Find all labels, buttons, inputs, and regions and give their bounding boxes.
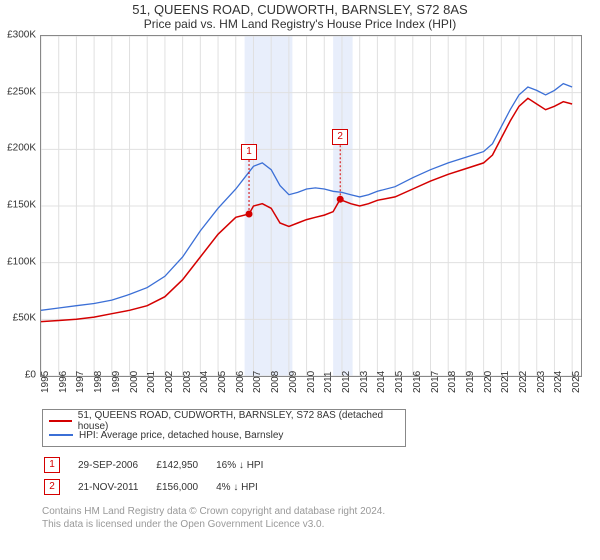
x-tick-label: 1999 (111, 371, 122, 393)
x-tick-label: 2018 (447, 371, 458, 393)
x-tick-label: 2008 (270, 371, 281, 393)
page-title: 51, QUEENS ROAD, CUDWORTH, BARNSLEY, S72… (0, 0, 600, 17)
chart-marker-2: 2 (332, 129, 348, 145)
marker-row: 129-SEP-2006£142,95016% ↓ HPI (44, 455, 279, 475)
y-tick-label: £300K (7, 30, 36, 41)
footer: Contains HM Land Registry data © Crown c… (42, 505, 590, 531)
x-tick-label: 2007 (252, 371, 263, 393)
x-tick-label: 1995 (40, 371, 51, 393)
x-tick-label: 2017 (430, 371, 441, 393)
x-tick-label: 1997 (75, 371, 86, 393)
marker-price: £156,000 (156, 477, 214, 497)
legend: 51, QUEENS ROAD, CUDWORTH, BARNSLEY, S72… (42, 409, 406, 447)
chart-area: £0£50K£100K£150K£200K£250K£300K 12 19951… (40, 35, 600, 405)
x-tick-label: 2011 (323, 371, 334, 393)
x-tick-label: 2006 (235, 371, 246, 393)
chart-marker-1: 1 (241, 144, 257, 160)
plot-svg (41, 36, 581, 376)
legend-row: 51, QUEENS ROAD, CUDWORTH, BARNSLEY, S72… (49, 414, 399, 428)
x-tick-label: 2003 (182, 371, 193, 393)
marker-row: 221-NOV-2011£156,0004% ↓ HPI (44, 477, 279, 497)
marker-price: £142,950 (156, 455, 214, 475)
x-axis: 1995199619971998199920002001200220032004… (40, 375, 580, 405)
x-tick-label: 2012 (341, 371, 352, 393)
marker-date: 21-NOV-2011 (78, 477, 154, 497)
footer-line-1: Contains HM Land Registry data © Crown c… (42, 505, 590, 518)
x-tick-label: 2021 (500, 371, 511, 393)
y-axis: £0£50K£100K£150K£200K£250K£300K (0, 35, 38, 375)
y-tick-label: £100K (7, 256, 36, 267)
x-tick-label: 2004 (199, 371, 210, 393)
x-tick-label: 2009 (288, 371, 299, 393)
marker-date: 29-SEP-2006 (78, 455, 154, 475)
x-tick-label: 2013 (359, 371, 370, 393)
x-tick-label: 2001 (146, 371, 157, 393)
y-tick-label: £0 (25, 370, 36, 381)
y-tick-label: £150K (7, 200, 36, 211)
x-tick-label: 2024 (553, 371, 564, 393)
marker-badge: 1 (44, 455, 76, 475)
x-tick-label: 2015 (394, 371, 405, 393)
y-tick-label: £200K (7, 143, 36, 154)
x-tick-label: 2022 (518, 371, 529, 393)
marker-delta: 4% ↓ HPI (216, 477, 279, 497)
x-tick-label: 2020 (483, 371, 494, 393)
legend-swatch (49, 434, 73, 436)
x-tick-label: 2014 (376, 371, 387, 393)
markers-table: 129-SEP-2006£142,95016% ↓ HPI221-NOV-201… (42, 453, 281, 499)
x-tick-label: 2010 (306, 371, 317, 393)
legend-label: HPI: Average price, detached house, Barn… (79, 430, 283, 441)
marker-delta: 16% ↓ HPI (216, 455, 279, 475)
x-tick-label: 2023 (536, 371, 547, 393)
y-tick-label: £50K (13, 313, 36, 324)
x-tick-label: 1998 (93, 371, 104, 393)
x-tick-label: 2016 (412, 371, 423, 393)
page-subtitle: Price paid vs. HM Land Registry's House … (0, 17, 600, 35)
x-tick-label: 1996 (58, 371, 69, 393)
plot-area: 12 (40, 35, 582, 377)
footer-line-2: This data is licensed under the Open Gov… (42, 518, 590, 531)
legend-swatch (49, 420, 72, 422)
x-tick-label: 2019 (465, 371, 476, 393)
x-tick-label: 2000 (129, 371, 140, 393)
x-tick-label: 2005 (217, 371, 228, 393)
x-tick-label: 2025 (571, 371, 582, 393)
y-tick-label: £250K (7, 86, 36, 97)
x-tick-label: 2002 (164, 371, 175, 393)
marker-badge: 2 (44, 477, 76, 497)
